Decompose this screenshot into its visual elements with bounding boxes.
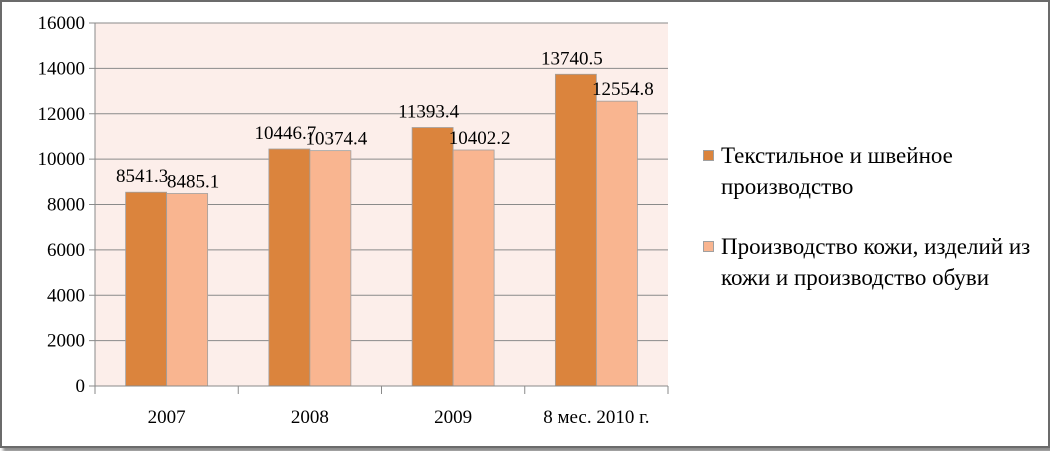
legend-swatch-leather xyxy=(703,241,714,252)
y-tick-label-4: 8000 xyxy=(47,195,85,216)
x-tick-label-3: 8 мес. 2010 г. xyxy=(543,407,649,428)
y-tick-label-3: 6000 xyxy=(47,240,85,261)
x-tick-label-0: 2007 xyxy=(148,407,186,428)
y-tick-label-6: 12000 xyxy=(38,104,86,125)
data-label-series1-2: 10402.2 xyxy=(449,128,511,149)
data-label-series1-0: 8485.1 xyxy=(167,171,219,192)
data-label-series0-1: 10446.7 xyxy=(255,123,317,144)
bar-series0-3 xyxy=(554,73,597,387)
data-label-series0-3: 13740.5 xyxy=(541,48,603,69)
legend-label-leather: Производство кожи, изделий из кожи и про… xyxy=(721,234,1031,290)
data-label-series1-3: 12554.8 xyxy=(592,79,654,100)
x-tick-label-2: 2009 xyxy=(434,407,472,428)
legend-swatch-textile xyxy=(703,150,714,161)
bar-series1-3 xyxy=(595,100,638,387)
y-tick-label-8: 16000 xyxy=(38,13,86,34)
bar-series1-1 xyxy=(309,150,352,387)
y-tick-label-2: 4000 xyxy=(47,285,85,306)
y-tick-label-5: 10000 xyxy=(38,149,86,170)
bar-series0-0 xyxy=(125,191,168,387)
y-tick-label-0: 0 xyxy=(76,376,86,397)
data-label-series0-0: 8541.3 xyxy=(116,166,168,187)
data-label-series0-2: 11393.4 xyxy=(398,102,460,123)
y-tick-label-1: 2000 xyxy=(47,331,85,352)
bar-series0-1 xyxy=(268,148,311,387)
bar-series1-2 xyxy=(452,149,495,387)
legend-label-textile: Текстильное и швейное производство xyxy=(721,143,953,199)
legend-item-leather: Производство кожи, изделий из кожи и про… xyxy=(703,231,1043,293)
data-label-series1-1: 10374.4 xyxy=(306,129,368,150)
bar-series1-0 xyxy=(166,193,209,387)
legend-item-textile: Текстильное и швейное производство xyxy=(703,140,1043,202)
y-tick-label-7: 14000 xyxy=(38,58,86,79)
x-tick-label-1: 2008 xyxy=(291,407,329,428)
bar-series0-2 xyxy=(411,127,454,387)
legend: Текстильное и швейное производство Произ… xyxy=(703,140,1043,322)
